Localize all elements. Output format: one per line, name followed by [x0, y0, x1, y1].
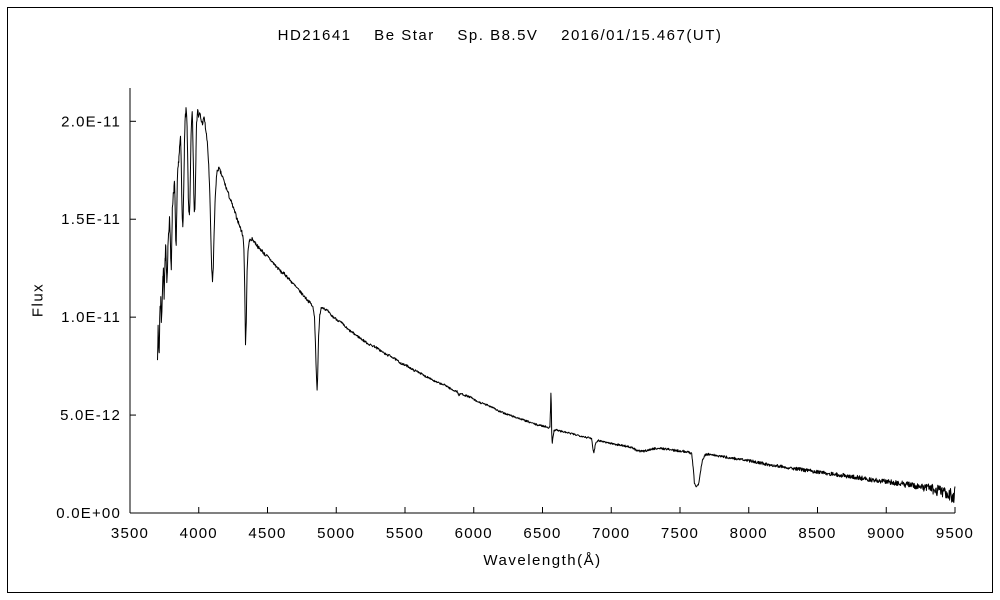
x-tick-label: 3500: [111, 525, 149, 542]
x-axis-label: Wavelength(Å): [483, 552, 602, 569]
x-tick-label: 7000: [592, 525, 630, 542]
spectrum-line: [157, 107, 956, 504]
x-tick-label: 8000: [730, 525, 768, 542]
y-tick-label: 0.0E+00: [56, 505, 121, 522]
chart-title: HD21641 Be Star Sp. B8.5V 2016/01/15.467…: [277, 27, 723, 44]
x-tick-label: 4500: [248, 525, 286, 542]
y-tick-label: 5.0E-12: [60, 407, 121, 424]
x-tick-label: 8500: [798, 525, 836, 542]
x-tick-label: 9000: [867, 525, 905, 542]
y-tick-label: 1.5E-11: [61, 211, 121, 228]
x-tick-label: 6000: [455, 525, 493, 542]
x-tick-label: 5000: [317, 525, 355, 542]
x-tick-label: 5500: [386, 525, 424, 542]
y-tick-label: 1.0E-11: [61, 309, 121, 326]
x-tick-label: 9500: [936, 525, 974, 542]
x-tick-label: 6500: [523, 525, 561, 542]
x-tick-label: 4000: [180, 525, 218, 542]
x-tick-label: 7500: [661, 525, 699, 542]
y-tick-label: 2.0E-11: [61, 113, 121, 130]
image-border: [7, 7, 993, 593]
